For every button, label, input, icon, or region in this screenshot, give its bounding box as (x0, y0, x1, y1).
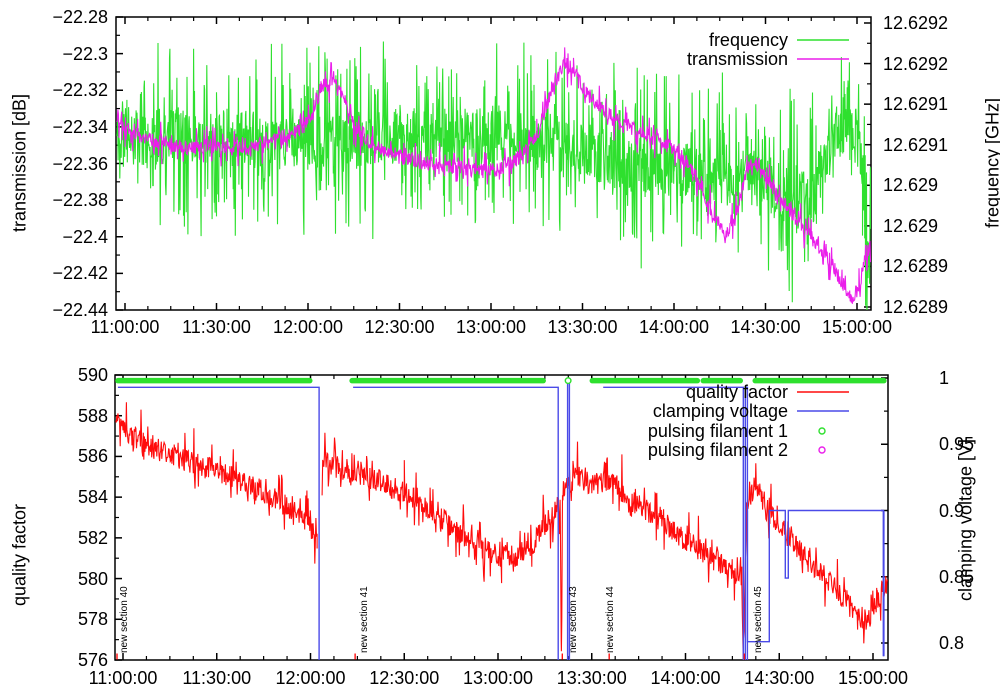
y-left-tick-label: −22.3 (62, 43, 108, 64)
series-quality-factor (115, 402, 888, 660)
x-tick-label: 11:00:00 (88, 668, 158, 688)
x-tick-label: 15:00:00 (821, 317, 893, 337)
y-right-tick-label: 12.629 (883, 215, 939, 236)
legend-label-frequency: frequency (708, 30, 788, 50)
x-tick-label: 14:30:00 (744, 668, 815, 688)
x-tick-label: 13:00:00 (455, 317, 527, 337)
x-tick-label: 11:30:00 (182, 317, 251, 337)
x-tick-label: 12:00:00 (272, 317, 344, 337)
legend-sample-pulsing-filament-1 (818, 427, 826, 435)
x-tick-label: 13:00:00 (462, 668, 534, 688)
y-right-tick-label: 12.6289 (883, 296, 949, 317)
axis-title-frequency: frequency [GHz] (982, 97, 1000, 229)
x-tick-label: 12:00:00 (275, 668, 346, 688)
x-tick-label: 15:00:00 (837, 668, 909, 688)
legend-label-quality-factor: quality factor (685, 382, 788, 402)
y-right-tick-label: 12.6292 (883, 53, 949, 74)
section-label: new section 45 (752, 586, 764, 653)
x-tick-label: 13:30:00 (556, 668, 627, 688)
series-clamping-voltage (353, 386, 559, 660)
legend-label-transmission: transmission (686, 49, 788, 69)
section-label: new section 40 (118, 586, 130, 653)
x-tick-label: 13:30:00 (547, 317, 618, 337)
y-right-tick-label: 1 (939, 368, 950, 388)
y-left-tick-label: 580 (77, 568, 108, 589)
x-tick-label: 12:30:00 (369, 668, 440, 688)
y-left-tick-label: 588 (77, 405, 108, 426)
y-left-tick-label: −22.42 (52, 263, 108, 284)
y-right-tick-label: 0.95 (939, 434, 975, 455)
y-left-tick-label: −22.28 (52, 7, 108, 27)
y-left-tick-label: 586 (77, 446, 108, 467)
pulsing-filament-1-point (564, 377, 572, 385)
series-frequency (116, 41, 871, 310)
y-right-tick-label: 0.9 (939, 500, 965, 521)
y-left-tick-label: −22.4 (62, 226, 108, 247)
series-clamping-voltage (603, 386, 744, 660)
axis-title-transmission: transmission [dB] (9, 93, 30, 233)
section-label: new section 44 (604, 586, 616, 653)
x-tick-label: 14:00:00 (650, 668, 721, 688)
x-tick-label: 11:00:00 (90, 317, 160, 337)
y-left-tick-label: 584 (77, 487, 108, 508)
legend-label-clamping-voltage: clamping voltage (652, 401, 788, 421)
y-right-tick-label: 12.6291 (883, 134, 949, 155)
y-left-tick-label: −22.44 (52, 300, 108, 320)
y-left-tick-label: 590 (77, 365, 108, 385)
x-tick-label: 14:00:00 (638, 317, 710, 337)
axis-title-quality-factor: quality factor (9, 503, 30, 607)
legend-label-pulsing-filament-1: pulsing filament 1 (647, 421, 788, 441)
y-left-tick-label: −22.32 (52, 80, 108, 101)
y-right-tick-label: 12.629 (883, 175, 939, 196)
series-transmission (116, 47, 871, 304)
y-left-tick-label: 576 (77, 650, 108, 670)
y-left-tick-label: −22.34 (52, 116, 108, 137)
section-label: new section 43 (567, 586, 579, 653)
y-right-tick-label: 0.85 (939, 566, 975, 587)
y-left-tick-label: −22.38 (52, 190, 108, 211)
series-clamping-voltage (117, 386, 320, 660)
y-right-tick-label: 0.8 (939, 633, 965, 653)
series-clamping-voltage (746, 509, 884, 657)
x-tick-label: 11:30:00 (182, 668, 252, 688)
y-left-tick-label: −22.36 (52, 153, 108, 174)
x-tick-label: 14:30:00 (730, 317, 801, 337)
section-label: new section 41 (358, 586, 370, 653)
legend-label-pulsing-filament-2: pulsing filament 2 (647, 440, 788, 460)
axis-title-clamping-voltage: clamping voltage [V] (955, 438, 976, 602)
legend-sample-pulsing-filament-2 (818, 446, 826, 454)
x-tick-label: 12:30:00 (364, 317, 435, 337)
y-right-tick-label: 12.6292 (883, 13, 949, 33)
y-right-tick-label: 12.6289 (883, 256, 949, 277)
y-left-tick-label: 578 (77, 609, 108, 630)
y-right-tick-label: 12.6291 (883, 94, 949, 115)
y-left-tick-label: 582 (77, 527, 108, 548)
